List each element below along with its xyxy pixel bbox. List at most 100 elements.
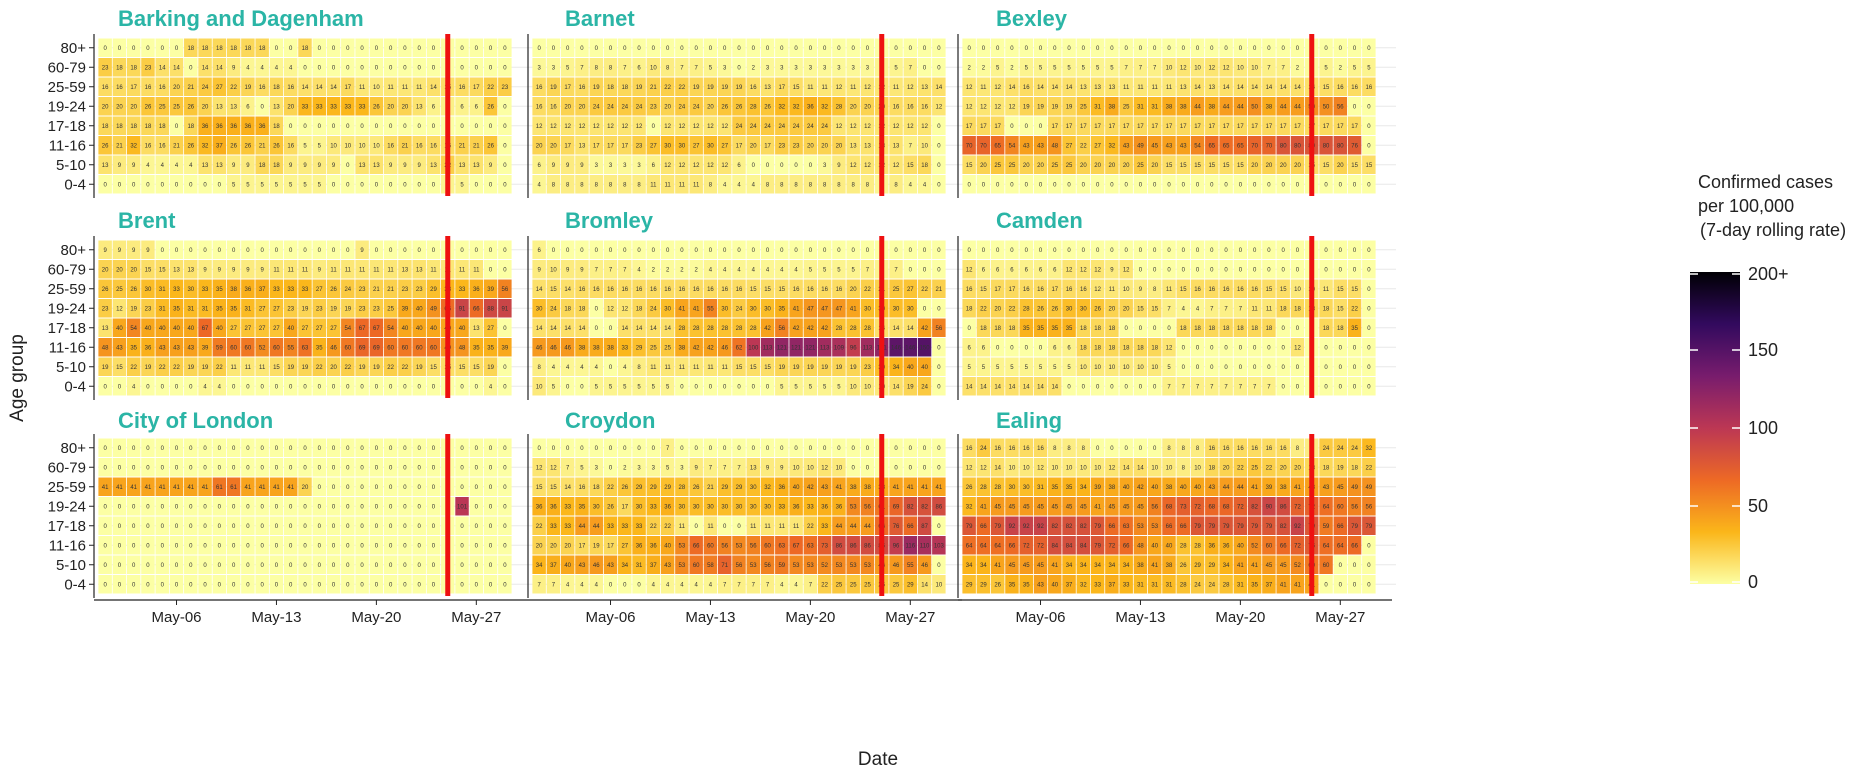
cell-value-label: 12 <box>550 465 557 471</box>
cell-value-label: 15 <box>1194 163 1201 169</box>
heatmap-cell <box>1219 77 1233 96</box>
cell-value-label: 0 <box>418 65 422 71</box>
cell-value-label: 19 <box>487 365 494 371</box>
cell-value-label: 66 <box>473 306 480 312</box>
cell-value-label: 0 <box>175 384 179 390</box>
cell-value-label: 0 <box>666 46 670 52</box>
cell-value-label: 36 <box>664 504 671 510</box>
heatmap-cell <box>255 77 269 96</box>
cell-value-label: 15 <box>536 485 543 491</box>
cell-value-label: 27 <box>487 326 494 332</box>
cell-value-label: 65 <box>994 143 1001 149</box>
heatmap-cell <box>1062 175 1076 194</box>
cell-value-label: 20 <box>980 163 987 169</box>
heatmap-cell <box>646 175 661 194</box>
heatmap-cell <box>1362 175 1376 194</box>
heatmap-cell <box>1105 155 1119 174</box>
cell-value-label: 40 <box>159 326 166 332</box>
cell-value-label: 25 <box>850 582 857 588</box>
cell-value-label: 14 <box>159 65 166 71</box>
cell-value-label: 34 <box>1066 563 1073 569</box>
cell-value-label: 30 <box>1023 485 1030 491</box>
heatmap-cell <box>112 155 127 174</box>
heatmap-cell <box>483 97 498 116</box>
heatmap-cell <box>455 116 469 135</box>
cell-value-label: 22 <box>402 365 409 371</box>
heatmap-cell <box>355 58 369 77</box>
cell-value-label: 22 <box>980 306 987 312</box>
cell-value-label: 32 <box>202 143 209 149</box>
heatmap-cell <box>932 175 946 194</box>
cell-value-label: 43 <box>1123 143 1130 149</box>
cell-value-label: 0 <box>275 384 279 390</box>
heatmap-cell <box>717 97 732 116</box>
cell-value-label: 3 <box>823 163 827 169</box>
heatmap-cell <box>455 136 469 155</box>
cell-value-label: 0 <box>1224 182 1228 188</box>
heatmap-cell <box>198 38 212 57</box>
cell-value-label: 41 <box>1151 563 1158 569</box>
cell-value-label: 24 <box>607 104 614 110</box>
heatmap-cell <box>1233 58 1248 77</box>
cell-value-label: 18 <box>116 124 123 130</box>
heatmap-cell <box>646 58 661 77</box>
cell-value-label: 10 <box>1294 287 1301 293</box>
cell-value-label: 63 <box>807 543 814 549</box>
cell-value-label: 35 <box>1251 582 1258 588</box>
cell-value-label: 53 <box>736 543 743 549</box>
cell-value-label: 72 <box>1037 543 1044 549</box>
cell-value-label: 84 <box>1080 543 1087 549</box>
cell-value-label: 27 <box>1094 143 1101 149</box>
heatmap-cell <box>1362 136 1376 155</box>
heatmap-cell <box>789 155 803 174</box>
cell-value-label: 16 <box>1009 446 1016 452</box>
cell-value-label: 15 <box>1166 163 1173 169</box>
heatmap-cell <box>532 58 546 77</box>
cell-value-label: 41 <box>921 485 928 491</box>
cell-value-label: 18 <box>1080 326 1087 332</box>
heatmap-cell <box>1147 136 1162 155</box>
cell-value-label: 26 <box>102 287 109 293</box>
cell-value-label: 14 <box>330 85 337 91</box>
cell-value-label: 36 <box>793 504 800 510</box>
cell-value-label: 20 <box>1123 163 1130 169</box>
cell-value-label: 31 <box>1237 582 1244 588</box>
cell-value-label: 24 <box>736 124 743 130</box>
cell-value-label: 35 <box>173 306 180 312</box>
cell-value-label: 44 <box>1280 104 1287 110</box>
cell-value-label: 17 <box>1223 124 1230 130</box>
heatmap-cell <box>1019 38 1033 57</box>
cell-value-label: 15 <box>750 287 757 293</box>
cell-value-label: 37 <box>259 287 266 293</box>
heatmap-cell <box>426 155 441 174</box>
heatmap-cell <box>775 97 789 116</box>
heatmap-cell <box>932 77 946 96</box>
heatmap-cell <box>98 58 112 77</box>
cell-value-label: 15 <box>1237 163 1244 169</box>
cell-value-label: 0 <box>332 46 336 52</box>
heatmap-cell <box>703 136 718 155</box>
cell-value-label: 45 <box>1023 563 1030 569</box>
cell-value-label: 0 <box>1025 46 1029 52</box>
cell-value-label: 15 <box>459 365 466 371</box>
heatmap-cell <box>398 136 412 155</box>
x-tick-label: May-13 <box>251 609 301 626</box>
cell-value-label: 6 <box>637 65 641 71</box>
heatmap-cell <box>832 116 846 135</box>
cell-value-label: 43 <box>1208 485 1215 491</box>
cell-value-label: 5 <box>318 143 322 149</box>
cell-value-label: 13 <box>359 163 366 169</box>
cell-value-label: 91 <box>459 306 466 312</box>
cell-value-label: 35 <box>230 306 237 312</box>
cell-value-label: 17 <box>764 143 771 149</box>
cell-value-label: 33 <box>287 287 294 293</box>
cell-value-label: 9 <box>552 163 556 169</box>
cell-value-label: 24 <box>693 104 700 110</box>
cell-value-label: 18 <box>593 485 600 491</box>
cell-value-label: 66 <box>1166 524 1173 530</box>
cell-value-label: 0 <box>996 182 1000 188</box>
cell-value-label: 113 <box>763 345 773 351</box>
heatmap-cell <box>226 38 241 57</box>
heatmap-cell <box>675 58 689 77</box>
y-tick-label: 5-10 <box>56 359 86 376</box>
